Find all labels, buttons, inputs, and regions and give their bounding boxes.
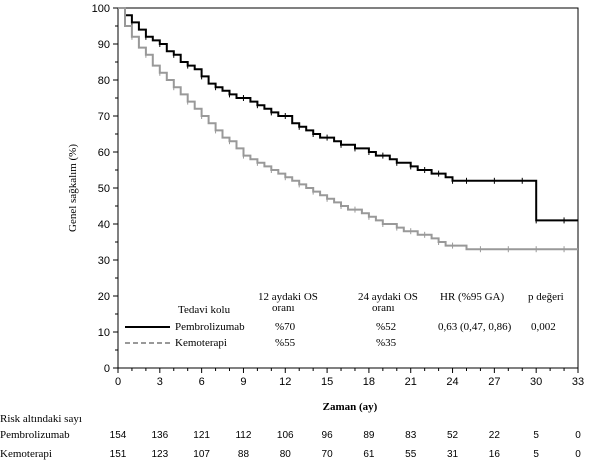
x-tick-label: 27 bbox=[488, 376, 500, 388]
legend-col-os12: 12 aydaki OS bbox=[258, 291, 318, 303]
risk-count: 70 bbox=[322, 449, 334, 460]
y-tick-label: 0 bbox=[104, 363, 110, 375]
risk-count: 55 bbox=[405, 449, 417, 460]
x-tick-label: 21 bbox=[405, 376, 417, 388]
x-tick-label: 3 bbox=[157, 376, 163, 388]
legend-row-pembrolizumab-p: 0,002 bbox=[531, 321, 556, 333]
x-axis-label: Zaman (ay) bbox=[323, 401, 378, 413]
legend-header: Tedavi kolu bbox=[178, 304, 231, 316]
y-axis-label: Genel sağkalım (%) bbox=[67, 144, 79, 232]
y-tick-label: 30 bbox=[98, 255, 110, 267]
x-tick-label: 33 bbox=[572, 376, 584, 388]
risk-count: 106 bbox=[277, 430, 294, 441]
legend-row-kemoterapi-os12: %55 bbox=[275, 337, 296, 349]
risk-count: 31 bbox=[447, 449, 459, 460]
y-tick-label: 50 bbox=[98, 183, 110, 195]
tick-labels: 0 3 6 9 12 15 18 21 24 27 30 33 0 10 20 30 40 50 60 70 80 90 1… bbox=[92, 3, 584, 388]
legend-row-pembrolizumab-os12: %70 bbox=[275, 321, 296, 333]
risk-count: 107 bbox=[193, 449, 210, 460]
legend-col-os24-sub: oranı bbox=[372, 302, 395, 314]
risk-count: 5 bbox=[533, 449, 539, 460]
risk-count: 151 bbox=[110, 449, 127, 460]
legend-col-hr: HR (%95 GA) bbox=[440, 291, 504, 303]
y-tick-label: 20 bbox=[98, 291, 110, 303]
risk-count: 88 bbox=[238, 449, 250, 460]
risk-count: 61 bbox=[363, 449, 375, 460]
risk-count: 123 bbox=[151, 449, 168, 460]
series-layer bbox=[118, 7, 578, 253]
risk-row-kemoterapi-label: Kemoterapi bbox=[0, 448, 52, 460]
risk-count: 16 bbox=[489, 449, 501, 460]
x-tick-label: 15 bbox=[321, 376, 333, 388]
legend-row-kemoterapi-os24: %35 bbox=[376, 337, 397, 349]
y-tick-label: 60 bbox=[98, 147, 110, 159]
risk-count: 154 bbox=[110, 430, 127, 441]
y-tick-label: 40 bbox=[98, 219, 110, 231]
risk-count: 83 bbox=[405, 430, 417, 441]
x-tick-label: 9 bbox=[240, 376, 246, 388]
y-tick-label: 80 bbox=[98, 75, 110, 87]
legend-col-os12-sub: oranı bbox=[272, 302, 295, 314]
x-tick-label: 6 bbox=[199, 376, 205, 388]
legend-col-os24: 24 aydaki OS bbox=[358, 291, 418, 303]
risk-count: 0 bbox=[575, 449, 581, 460]
risk-count: 22 bbox=[489, 430, 501, 441]
risk-count: 96 bbox=[322, 430, 334, 441]
y-tick-label: 100 bbox=[92, 3, 110, 15]
risk-table: Risk altındaki sayı Pembrolizumab Kemote… bbox=[0, 413, 581, 460]
risk-count: 5 bbox=[533, 430, 539, 441]
y-tick-label: 10 bbox=[98, 327, 110, 339]
legend-col-p: p değeri bbox=[528, 291, 564, 303]
risk-count: 112 bbox=[235, 430, 251, 441]
y-tick-label: 90 bbox=[98, 39, 110, 51]
risk-count: 136 bbox=[151, 430, 168, 441]
legend-row-pembrolizumab-name: Pembrolizumab bbox=[175, 321, 245, 333]
legend-row-kemoterapi-name: Kemoterapi bbox=[175, 337, 227, 349]
x-tick-label: 18 bbox=[363, 376, 375, 388]
x-tick-label: 0 bbox=[115, 376, 121, 388]
x-tick-label: 30 bbox=[530, 376, 542, 388]
risk-count: 0 bbox=[575, 430, 581, 441]
risk-count: 80 bbox=[280, 449, 292, 460]
legend-row-pembrolizumab-hr: 0,63 (0,47, 0,86) bbox=[438, 321, 512, 333]
risk-count: 121 bbox=[193, 430, 210, 441]
legend: Tedavi kolu 12 aydaki OS oranı 24 aydaki… bbox=[125, 291, 564, 349]
risk-count: 89 bbox=[363, 430, 375, 441]
axes bbox=[113, 7, 579, 373]
y-tick-label: 70 bbox=[98, 111, 110, 123]
legend-row-pembrolizumab-os24: %52 bbox=[376, 321, 396, 333]
x-tick-label: 24 bbox=[446, 376, 458, 388]
risk-row-pembrolizumab-label: Pembrolizumab bbox=[0, 429, 70, 441]
risk-count: 52 bbox=[447, 430, 459, 441]
x-tick-label: 12 bbox=[279, 376, 291, 388]
series-line-kemoterapi bbox=[118, 7, 578, 251]
risk-table-title: Risk altındaki sayı bbox=[0, 413, 82, 425]
